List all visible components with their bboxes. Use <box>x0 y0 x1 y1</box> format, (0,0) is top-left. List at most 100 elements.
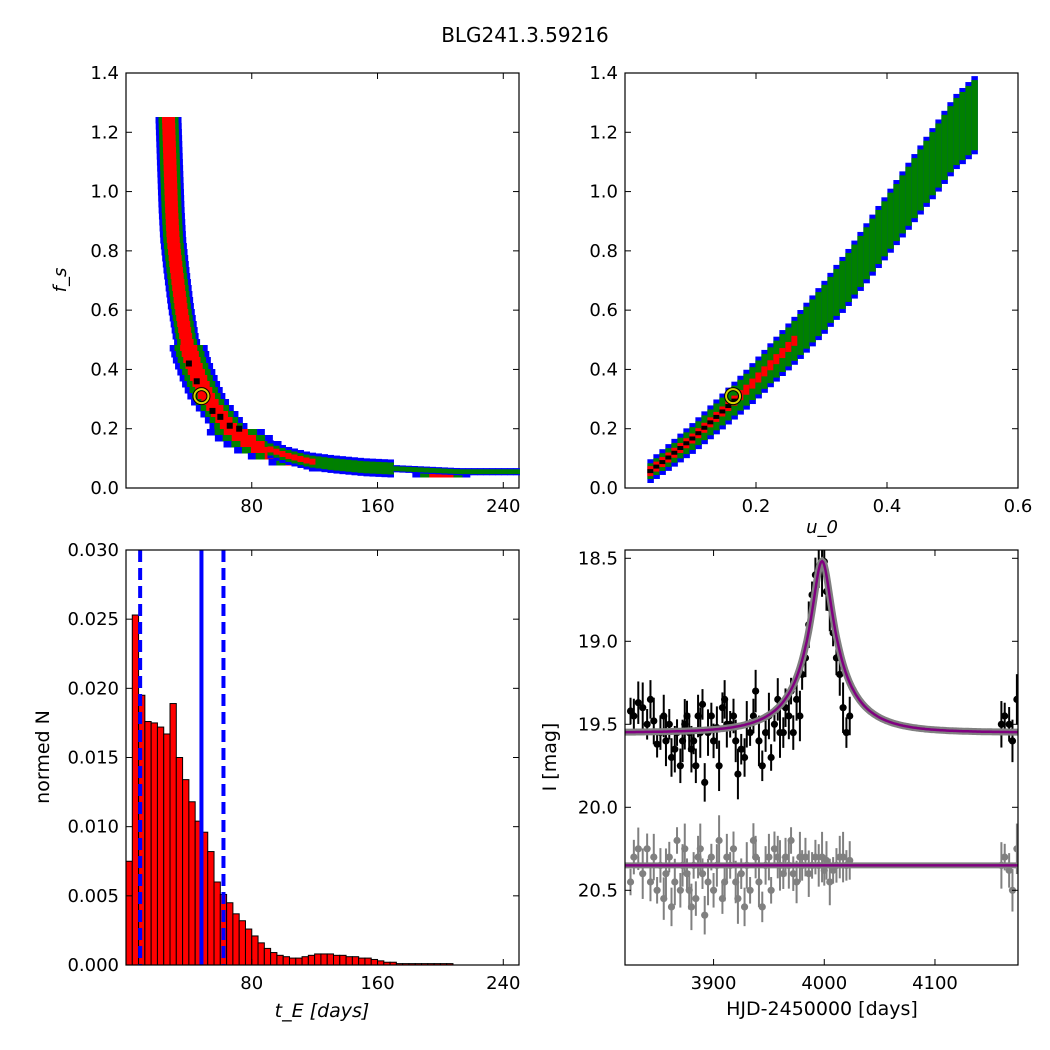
posterior-cell-inner <box>169 267 183 274</box>
data-point <box>779 729 787 737</box>
posterior-cell-inner <box>767 360 774 371</box>
histogram-bar <box>351 956 360 966</box>
posterior-cell-inner <box>240 441 265 448</box>
data-point <box>646 878 655 886</box>
histogram-bar <box>263 947 272 966</box>
data-point <box>650 717 658 725</box>
posterior-cell-inner <box>166 237 180 244</box>
posterior-cell-inner <box>215 417 233 424</box>
x-tick-label: 0.4 <box>873 496 902 517</box>
posterior-cell-middle <box>441 468 448 474</box>
posterior-cell-middle <box>899 175 906 234</box>
x-tick-label: 3900 <box>691 973 737 994</box>
panel-tE-histogram-ylabel: normed N <box>32 710 54 804</box>
posterior-cell-inner <box>165 219 179 226</box>
posterior-cell-inner <box>163 159 177 166</box>
posterior-cell-best <box>731 398 738 403</box>
data-point <box>671 878 679 886</box>
y-tick-label: 0.0 <box>90 478 119 499</box>
posterior-cell-inner <box>179 333 193 340</box>
histogram-bar <box>270 952 278 966</box>
posterior-cell-inner <box>172 291 186 298</box>
posterior-cell-inner <box>273 448 280 455</box>
posterior-cell-middle <box>875 209 882 265</box>
data-point <box>1013 695 1018 703</box>
data-point <box>826 878 834 886</box>
histogram-bar <box>370 958 379 966</box>
y-tick-label: 0.0 <box>589 478 618 499</box>
data-point <box>846 856 854 865</box>
data-point <box>792 695 801 704</box>
panel-1-frame <box>624 72 1019 489</box>
data-point <box>758 762 766 770</box>
data-point <box>842 729 851 737</box>
y-tick-label: 1.4 <box>90 63 119 84</box>
light-curve-plot-area <box>625 550 1018 935</box>
posterior-cell-middle <box>489 469 496 475</box>
posterior-cell-middle <box>821 284 828 330</box>
posterior-cell-inner <box>223 429 248 436</box>
data-point <box>822 856 831 865</box>
histogram-bar <box>156 726 165 966</box>
best-fit-marker <box>725 388 742 405</box>
data-point <box>1005 720 1013 728</box>
histogram-bar <box>295 957 303 966</box>
posterior-cell-middle <box>809 299 816 343</box>
y-tick-label: 0.8 <box>589 241 618 262</box>
posterior-cell-middle <box>863 227 870 280</box>
y-tick-label: 0.005 <box>67 886 119 907</box>
posterior-cell-middle <box>495 469 502 475</box>
posterior-cell-inner <box>761 366 768 377</box>
data-point <box>701 778 709 787</box>
data-point <box>639 704 647 712</box>
data-point <box>740 903 749 911</box>
data-point <box>846 712 854 720</box>
data-point <box>692 762 700 770</box>
y-tick-label: 1.0 <box>589 182 618 203</box>
best-fit-marker <box>193 388 210 405</box>
data-point <box>709 886 718 894</box>
histogram-bar <box>358 957 366 966</box>
posterior-cell-inner <box>743 384 750 395</box>
posterior-cell-middle <box>953 97 960 166</box>
posterior-cell-best <box>236 425 243 432</box>
histogram-bar <box>150 722 158 966</box>
data-point <box>692 895 700 903</box>
data-point <box>732 737 740 745</box>
posterior-cell-middle <box>971 80 978 151</box>
posterior-cell-middle <box>857 235 864 287</box>
posterior-cell-middle <box>345 459 352 472</box>
posterior-cell-middle <box>387 462 394 475</box>
posterior-cell-middle <box>483 469 490 475</box>
posterior-cell-inner <box>172 285 186 292</box>
histogram-bar <box>333 954 341 966</box>
posterior-cell-inner <box>168 249 182 256</box>
posterior-cell-inner <box>171 279 185 286</box>
posterior-cell-middle <box>923 140 930 203</box>
posterior-cells <box>647 76 978 484</box>
x-tick-label: 0.2 <box>742 496 771 517</box>
panel-light-curve: 3900 4000 4100 18.5 19.0 19.5 20.0 20.5 <box>578 548 1019 994</box>
posterior-cell-inner <box>180 339 194 346</box>
data-point <box>634 699 642 707</box>
posterior-cell-inner <box>285 452 292 459</box>
posterior-cell-inner <box>197 393 215 400</box>
posterior-cell-middle <box>477 469 484 475</box>
panel-light-curve-ylabel: I [mag] <box>539 723 561 792</box>
posterior-cell-best <box>653 464 660 469</box>
data-point <box>787 836 795 845</box>
data-point <box>646 695 655 704</box>
posterior-cell-middle <box>839 260 846 309</box>
panel-tE-histogram: 80 160 240 0.000 0.005 0.010 0.015 0.020 0.025 0.… <box>67 540 520 994</box>
y-tick-label: 0.010 <box>67 817 119 838</box>
posterior-cell-inner <box>177 321 191 328</box>
data-point <box>805 870 813 878</box>
posterior-cell-best <box>226 422 233 429</box>
data-point <box>698 700 707 708</box>
histogram-bar <box>251 935 259 966</box>
data-point <box>630 853 638 861</box>
posterior-cell-inner <box>791 335 798 346</box>
data-point <box>746 729 754 737</box>
posterior-cell-middle <box>411 467 418 472</box>
